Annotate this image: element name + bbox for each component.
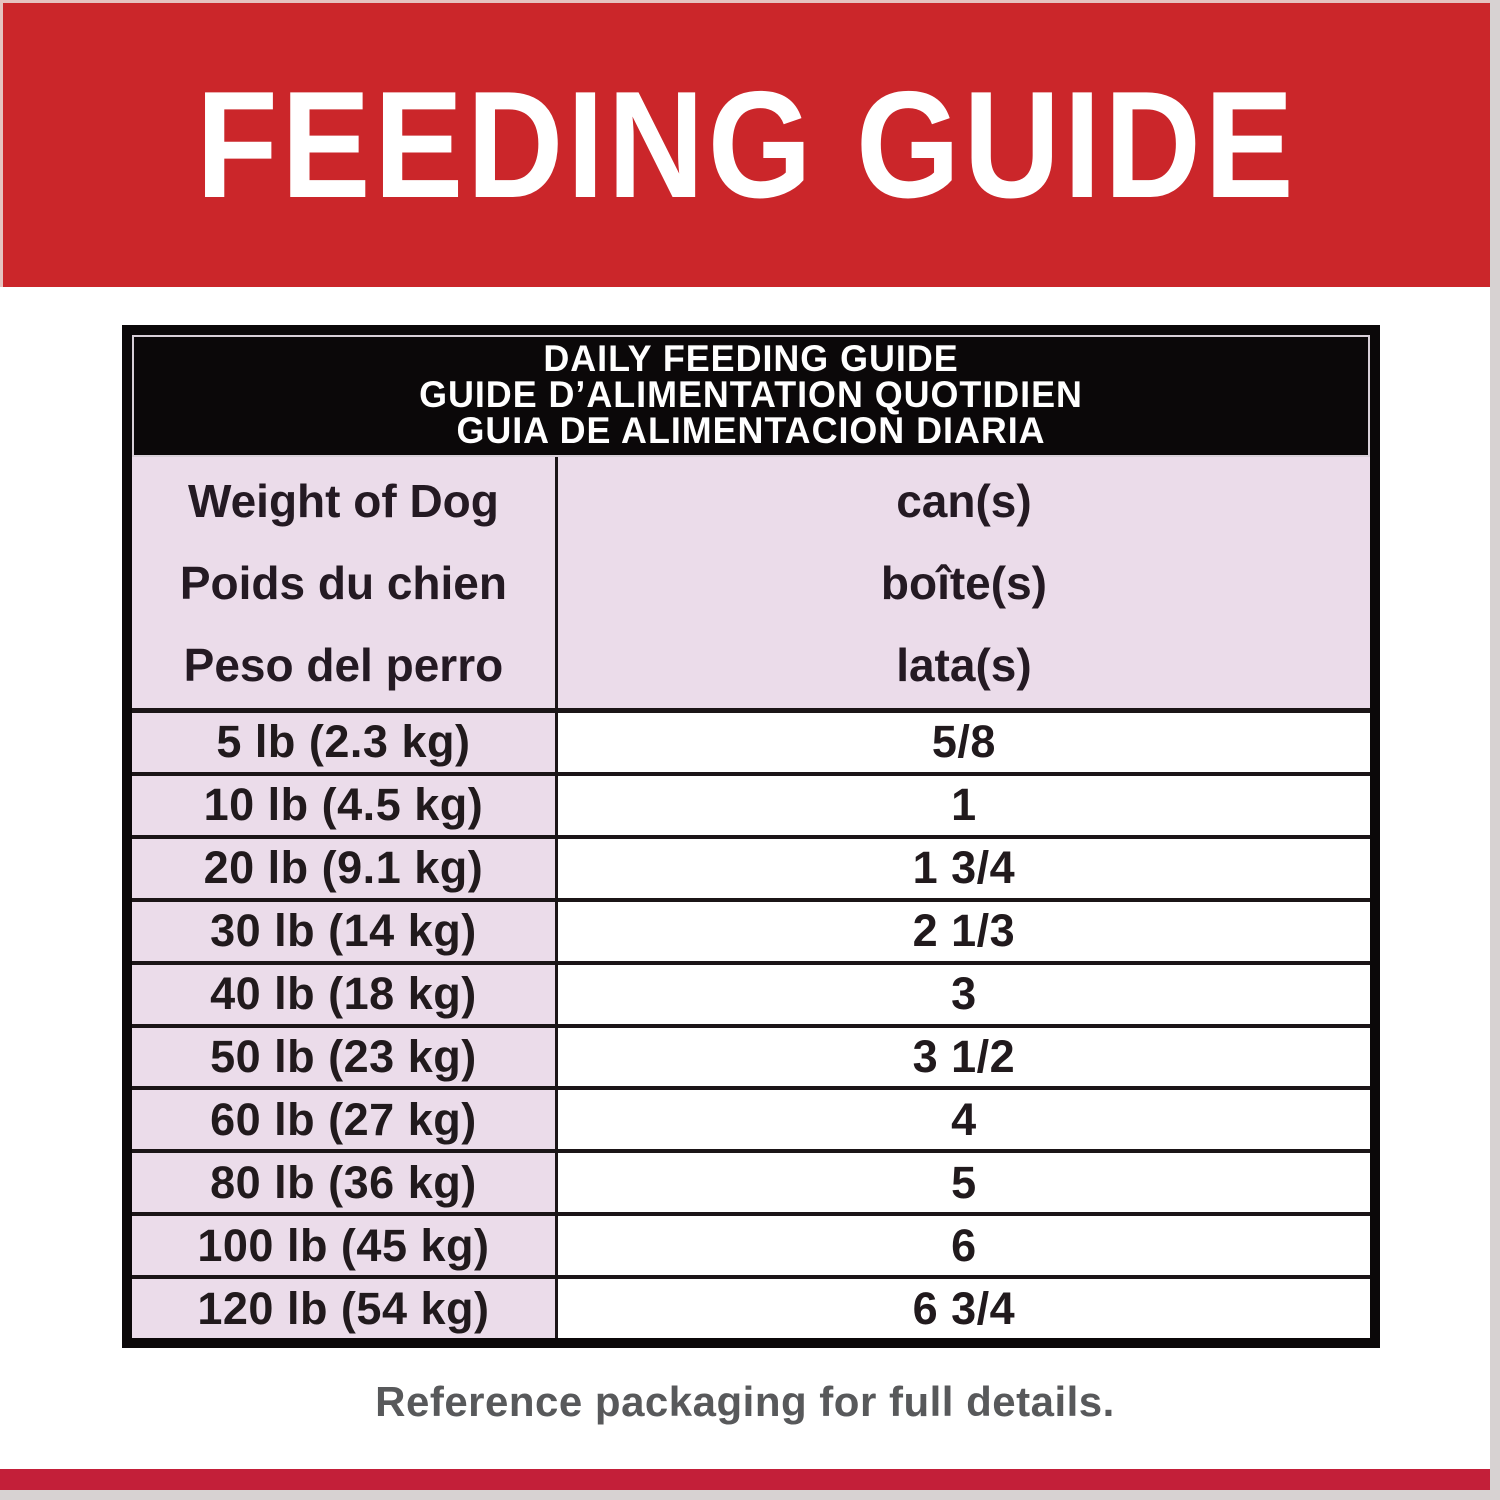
banner-title: FEEDING GUIDE — [195, 59, 1298, 230]
weight-cell: 30 lb (14 kg) — [132, 901, 558, 961]
table-row: 10 lb (4.5 kg) 1 — [132, 771, 1370, 835]
table-row: 50 lb (23 kg) 3 1/2 — [132, 1023, 1370, 1087]
frame-edge-right — [1490, 0, 1500, 1500]
weight-cell: 60 lb (27 kg) — [132, 1090, 558, 1150]
frame-edge-bottom — [0, 1490, 1500, 1500]
table-row: 30 lb (14 kg) 2 1/3 — [132, 897, 1370, 961]
table-row: 100 lb (45 kg) 6 — [132, 1212, 1370, 1276]
weight-header-es: Peso del perro — [183, 638, 504, 691]
column-header-cans: can(s) boîte(s) lata(s) — [557, 457, 1370, 708]
table-row: 40 lb (18 kg) 3 — [132, 960, 1370, 1024]
cans-cell: 5 — [557, 1153, 1370, 1213]
table-row: 120 lb (54 kg) 6 3/4 — [132, 1275, 1370, 1339]
weight-cell: 40 lb (18 kg) — [132, 964, 558, 1024]
cans-cell: 6 3/4 — [557, 1279, 1370, 1339]
feeding-table: DAILY FEEDING GUIDE GUIDE D’ALIMENTATION… — [122, 325, 1380, 1348]
cans-header-es: lata(s) — [896, 638, 1032, 691]
table-row: 60 lb (27 kg) 4 — [132, 1086, 1370, 1150]
cans-cell: 5/8 — [557, 713, 1370, 772]
table-body: 5 lb (2.3 kg) 5/8 10 lb (4.5 kg) 1 20 lb… — [132, 713, 1370, 1339]
cans-header-fr: boîte(s) — [880, 556, 1047, 609]
weight-header-en: Weight of Dog — [188, 474, 499, 527]
weight-cell: 100 lb (45 kg) — [132, 1216, 558, 1276]
cans-cell: 3 — [557, 964, 1370, 1024]
cans-header-en: can(s) — [896, 474, 1032, 527]
weight-cell: 50 lb (23 kg) — [132, 1027, 558, 1087]
cans-cell: 6 — [557, 1216, 1370, 1276]
weight-cell: 20 lb (9.1 kg) — [132, 838, 558, 898]
table-title-line-fr: GUIDE D’ALIMENTATION QUOTIDIEN — [419, 374, 1083, 415]
cans-cell: 1 — [557, 775, 1370, 835]
cans-cell: 4 — [557, 1090, 1370, 1150]
table-row: 20 lb (9.1 kg) 1 3/4 — [132, 834, 1370, 898]
weight-cell: 120 lb (54 kg) — [132, 1279, 558, 1339]
cans-cell: 3 1/2 — [557, 1027, 1370, 1087]
table-row: 80 lb (36 kg) 5 — [132, 1149, 1370, 1213]
bottom-red-strip — [0, 1469, 1490, 1490]
weight-header-fr: Poids du chien — [179, 556, 507, 609]
weight-cell: 80 lb (36 kg) — [132, 1153, 558, 1213]
weight-cell: 10 lb (4.5 kg) — [132, 775, 558, 835]
column-header-weight: Weight of Dog Poids du chien Peso del pe… — [132, 457, 558, 708]
table-title-line-es: GUIA DE ALIMENTACION DIARIA — [456, 410, 1046, 451]
table-title-line-en: DAILY FEEDING GUIDE — [543, 338, 959, 379]
banner: FEEDING GUIDE — [0, 0, 1490, 287]
table-title: DAILY FEEDING GUIDE GUIDE D’ALIMENTATION… — [132, 335, 1370, 457]
cans-cell: 1 3/4 — [557, 838, 1370, 898]
cans-cell: 2 1/3 — [557, 901, 1370, 961]
footer-note: Reference packaging for full details. — [375, 1378, 1115, 1425]
weight-cell: 5 lb (2.3 kg) — [132, 713, 558, 772]
table-row: 5 lb (2.3 kg) 5/8 — [132, 713, 1370, 772]
column-headers: Weight of Dog Poids du chien Peso del pe… — [132, 457, 1370, 713]
